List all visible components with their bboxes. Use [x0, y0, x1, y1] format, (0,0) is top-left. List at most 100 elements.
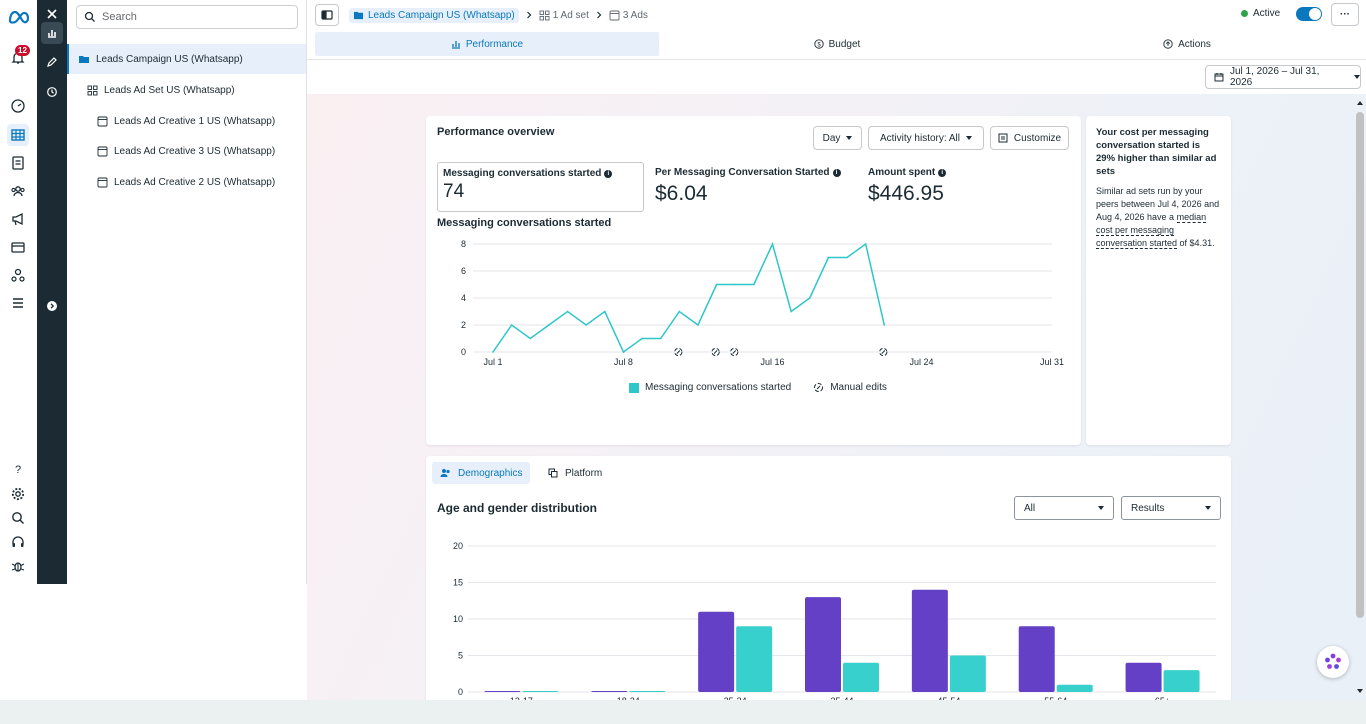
history-icon[interactable]	[41, 81, 63, 103]
help-icon[interactable]: ?	[7, 458, 29, 480]
bar-chart: 0510152013-1718-2425-3435-4445-5455-6465…	[453, 541, 1216, 706]
insight-link[interactable]: median cost per messaging conversation s…	[1096, 212, 1207, 249]
breadcrumb-campaign[interactable]: Leads Campaign US (Whatsapp)	[349, 7, 519, 23]
data-point	[678, 310, 681, 313]
expand-icon[interactable]	[41, 295, 63, 317]
dashboard-icon[interactable]	[7, 95, 29, 117]
tab-demographics[interactable]: Demographics	[432, 462, 531, 484]
metric-value: $446.95	[868, 182, 944, 205]
search-icon[interactable]	[7, 507, 29, 529]
page-scrollbar[interactable]	[1354, 94, 1366, 700]
tree-search[interactable]	[76, 5, 298, 29]
bar	[484, 691, 521, 692]
campaign-tree-panel: Leads Campaign US (Whatsapp) Leads Ad Se…	[67, 0, 307, 584]
adset-grid-icon	[539, 10, 550, 20]
data-point	[529, 337, 532, 340]
billing-icon[interactable]	[7, 236, 29, 258]
assistant-button[interactable]	[1317, 646, 1349, 678]
toggle-knob	[1309, 8, 1321, 20]
audience-icon[interactable]	[7, 180, 29, 202]
data-point	[585, 324, 587, 326]
more-options-button[interactable]: ···	[1331, 3, 1359, 26]
pages-icon[interactable]	[7, 152, 29, 174]
demographic-filter-select[interactable]: All	[1014, 496, 1114, 520]
bug-icon[interactable]	[7, 555, 29, 577]
megaphone-icon[interactable]	[7, 208, 29, 230]
line-chart-title: Messaging conversations started	[437, 217, 612, 229]
scroll-down-icon	[1357, 689, 1363, 693]
table-icon[interactable]	[7, 124, 29, 146]
tab-platform[interactable]: Platform	[540, 462, 610, 484]
insight-body: Similar ad sets run by your peers betwee…	[1096, 186, 1220, 249]
people-icon[interactable]	[7, 264, 29, 286]
tab-actions[interactable]: Actions	[1017, 32, 1357, 56]
data-point	[622, 351, 625, 353]
tree-item-campaign[interactable]: Leads Campaign US (Whatsapp)	[67, 44, 306, 74]
info-icon: i	[832, 168, 841, 177]
bar	[911, 589, 948, 692]
y-tick-label: 20	[453, 541, 463, 551]
data-point	[864, 243, 867, 245]
metric-card[interactable]: Amount spent i $446.95	[868, 167, 1058, 206]
metric-label: Amount spent	[868, 167, 936, 178]
metric-label: Messaging conversations started	[443, 168, 602, 179]
tab-budget[interactable]: $ Budget	[667, 32, 1007, 56]
insight-card: Your cost per messaging conversation sta…	[1086, 116, 1231, 445]
menu-icon[interactable]	[7, 292, 29, 314]
close-icon[interactable]	[41, 3, 63, 25]
data-point	[753, 283, 755, 286]
toggle-panel-button[interactable]	[315, 4, 339, 26]
status-dot	[1241, 10, 1248, 17]
folder-icon	[353, 11, 364, 20]
tree-item-ad[interactable]: Leads Ad Creative 3 US (Whatsapp)	[67, 136, 306, 166]
data-point	[883, 324, 886, 326]
breadcrumb-adset[interactable]: 1 Ad set	[539, 10, 589, 21]
active-toggle[interactable]	[1296, 7, 1322, 21]
data-point	[827, 256, 830, 259]
chevron-down-icon	[1354, 75, 1360, 79]
scrollbar-thumb[interactable]	[1356, 112, 1364, 618]
tab-performance[interactable]: Performance	[315, 32, 659, 56]
tree-item-ad[interactable]: Leads Ad Creative 2 US (Whatsapp)	[67, 167, 306, 197]
search-icon	[84, 11, 95, 22]
line-chart-legend: Messaging conversations started Manual e…	[629, 382, 887, 393]
y-tick-label: 2	[461, 320, 466, 330]
granularity-select[interactable]: Day	[813, 126, 862, 150]
metric-card[interactable]: Per Messaging Conversation Started i $6.0…	[655, 167, 855, 206]
status-indicator: Active	[1241, 8, 1280, 19]
search-input[interactable]	[102, 11, 282, 23]
date-range-picker[interactable]: Jul 1, 2026 – Jul 31, 2026	[1205, 65, 1361, 89]
activity-history-select[interactable]: Activity history: All	[868, 126, 984, 150]
data-point	[715, 283, 718, 286]
notification-badge: 12	[15, 45, 30, 56]
chevron-down-icon	[966, 136, 973, 140]
meta-logo[interactable]	[7, 6, 31, 28]
x-tick-label: Jul 8	[614, 357, 633, 367]
metric-filter-select[interactable]: Results	[1121, 496, 1221, 520]
breakdown-title: Age and gender distribution	[437, 501, 598, 515]
data-point	[641, 337, 643, 340]
metric-card-selected[interactable]: Messaging conversations started i 74	[437, 162, 644, 212]
tree-item-ad[interactable]: Leads Ad Creative 1 US (Whatsapp)	[67, 106, 306, 136]
metric-value: $6.04	[655, 182, 708, 205]
customize-button[interactable]: Customize	[990, 126, 1069, 150]
status-label: Active	[1253, 8, 1281, 19]
data-point	[492, 351, 494, 353]
tree-item-adset[interactable]: Leads Ad Set US (Whatsapp)	[67, 75, 306, 105]
svg-text:?: ?	[15, 464, 21, 476]
y-tick-label: 8	[461, 239, 466, 249]
y-tick-label: 0	[461, 347, 466, 357]
manual-edit-marker	[674, 347, 683, 357]
chevron-down-icon	[846, 136, 853, 140]
bar	[843, 662, 879, 692]
manual-edit-marker	[730, 347, 739, 357]
chart-icon[interactable]	[41, 22, 63, 44]
breadcrumb-ads[interactable]: 3 Ads	[609, 10, 648, 21]
headset-icon[interactable]	[7, 531, 29, 553]
card-title: Performance overview	[437, 126, 555, 138]
pencil-icon[interactable]	[41, 51, 63, 73]
x-tick-label: Jul 24	[910, 357, 934, 367]
gear-icon[interactable]	[7, 483, 29, 505]
performance-overview-card: Performance overview Day Activity histor…	[426, 116, 1081, 445]
metric-value: 74	[443, 181, 465, 202]
